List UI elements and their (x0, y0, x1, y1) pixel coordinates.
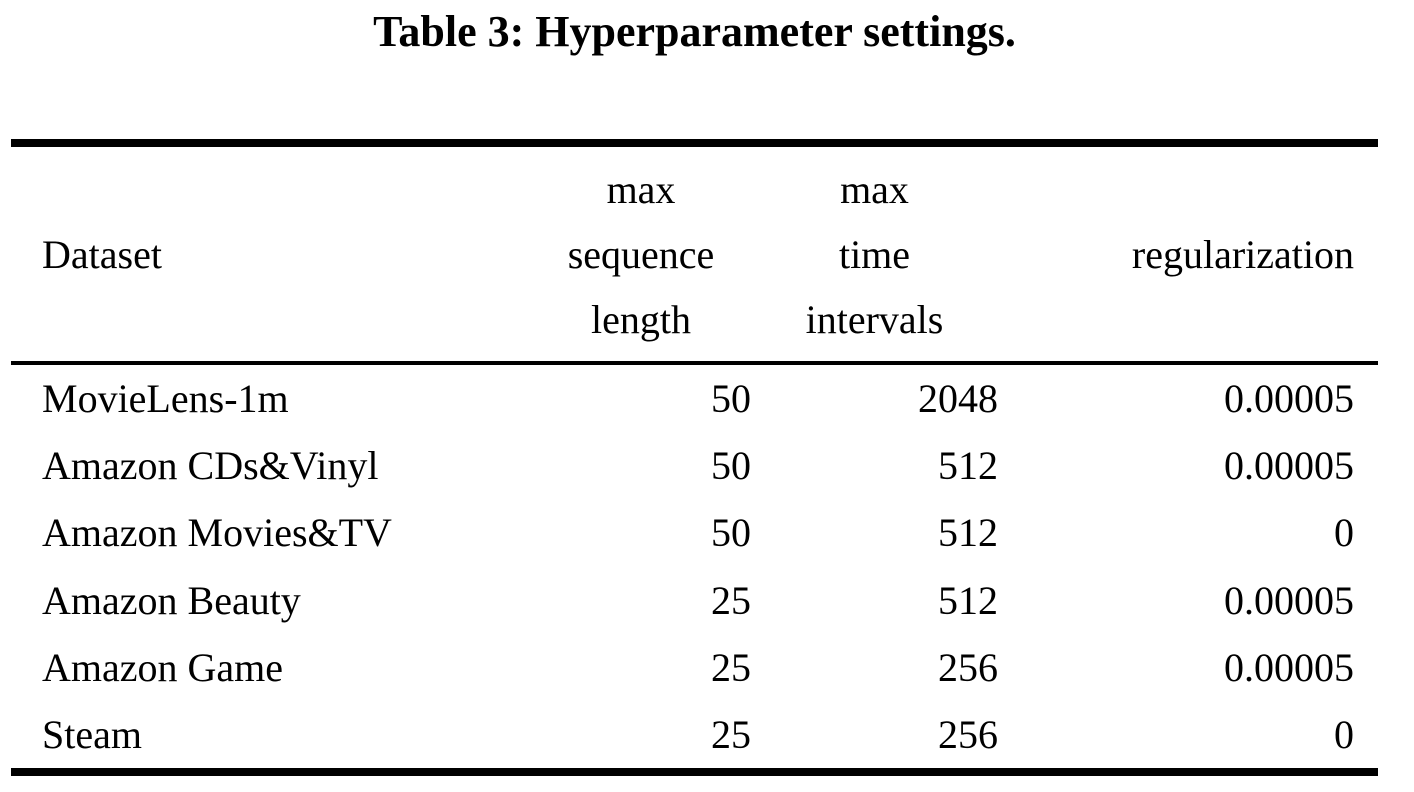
cell-regularization: 0 (1334, 510, 1354, 556)
header-line: sequence (567, 231, 715, 277)
cell-max-time-intervals: 512 (938, 577, 998, 623)
column-header-max-sequence-length: max sequence length (531, 157, 751, 352)
cell-max-sequence-length: 50 (711, 443, 751, 489)
cell-max-time-intervals: 512 (938, 510, 998, 556)
table-row: Amazon Game 25 256 0.00005 (11, 634, 1378, 701)
cell-max-sequence-length: 25 (711, 577, 751, 623)
cell-max-time-intervals: 256 (938, 711, 998, 757)
cell-regularization: 0.00005 (1224, 376, 1354, 422)
header-line: time (838, 231, 911, 277)
table-row: Steam 25 256 0 (11, 701, 1378, 768)
cell-dataset: MovieLens-1m (42, 376, 289, 422)
header-separator-rule (11, 361, 1378, 365)
table-header-row: Dataset max sequence length max time int… (11, 147, 1378, 361)
cell-max-sequence-length: 50 (711, 510, 751, 556)
header-line: max (840, 166, 909, 212)
bottom-rule (11, 768, 1378, 776)
table-row: Amazon Movies&TV 50 512 0 (11, 499, 1378, 566)
table-caption: Table 3: Hyperparameter settings. (373, 7, 1016, 56)
cell-max-time-intervals: 2048 (918, 376, 998, 422)
table-row: Amazon Beauty 25 512 0.00005 (11, 567, 1378, 634)
top-rule (11, 139, 1378, 147)
cell-dataset: Amazon CDs&Vinyl (42, 443, 379, 489)
cell-max-sequence-length: 25 (711, 711, 751, 757)
cell-regularization: 0.00005 (1224, 443, 1354, 489)
column-header-dataset: Dataset (42, 231, 162, 277)
header-line: max (606, 166, 676, 212)
cell-max-time-intervals: 512 (938, 443, 998, 489)
cell-dataset: Amazon Beauty (42, 577, 301, 623)
header-line: intervals (805, 296, 944, 342)
column-header-max-time-intervals: max time intervals (751, 157, 998, 352)
cell-regularization: 0.00005 (1224, 577, 1354, 623)
cell-max-sequence-length: 25 (711, 644, 751, 690)
column-header-regularization: regularization (1131, 231, 1354, 277)
cell-dataset: Amazon Game (42, 644, 284, 690)
cell-dataset: Amazon Movies&TV (42, 510, 392, 556)
table-body: MovieLens-1m 50 2048 0.00005 Amazon CDs&… (11, 365, 1378, 768)
cell-max-sequence-length: 50 (711, 376, 751, 422)
cell-regularization: 0 (1334, 711, 1354, 757)
header-line: length (591, 296, 691, 342)
cell-dataset: Steam (42, 711, 142, 757)
cell-regularization: 0.00005 (1224, 644, 1354, 690)
cell-max-time-intervals: 256 (938, 644, 998, 690)
hyperparameter-table: Dataset max sequence length max time int… (11, 139, 1378, 776)
table-row: MovieLens-1m 50 2048 0.00005 (11, 365, 1378, 432)
table-row: Amazon CDs&Vinyl 50 512 0.00005 (11, 432, 1378, 499)
